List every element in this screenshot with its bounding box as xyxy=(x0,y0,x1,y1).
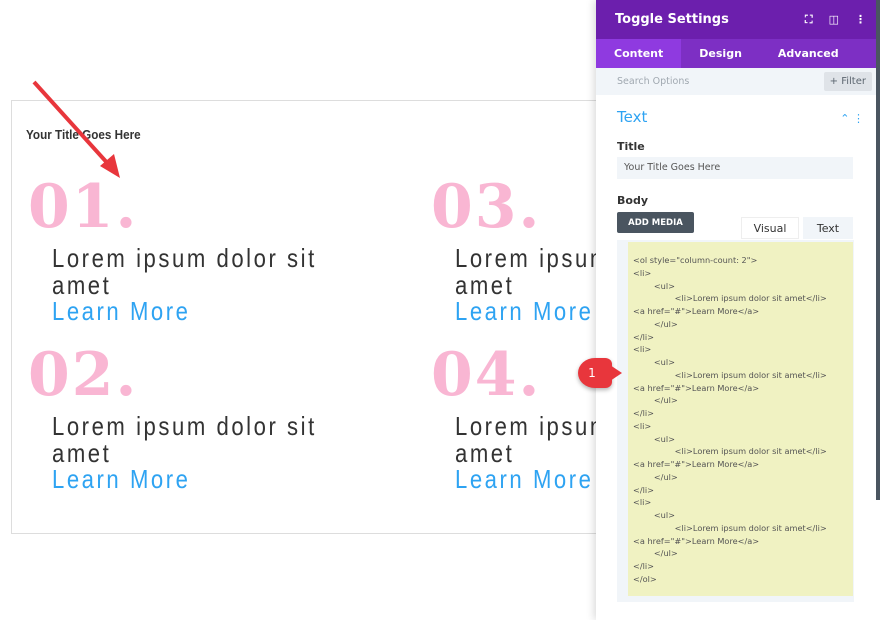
item-text: Lorem ipsum dolor sit amet xyxy=(52,243,317,300)
title-input[interactable]: Your Title Goes Here xyxy=(617,157,853,179)
toggle-module[interactable]: Your Title Goes Here 01. Lorem ipsum dol… xyxy=(11,100,717,534)
split-view-icon[interactable]: ◫ xyxy=(828,12,839,26)
filter-button[interactable]: + Filter xyxy=(823,72,872,91)
settings-panel: Toggle Settings ⛶ ◫ ⋮ Content Design Adv… xyxy=(596,0,880,620)
body-editor[interactable]: <ol style="column-count: 2"> <li> <ul> <… xyxy=(617,240,854,602)
title-label: Title xyxy=(617,140,645,153)
tab-advanced[interactable]: Advanced xyxy=(777,47,839,60)
annotation-arrow-icon xyxy=(32,80,120,178)
item-number: 03. xyxy=(431,172,542,242)
annotation-badge: 1 xyxy=(578,358,622,388)
tab-visual[interactable]: Visual xyxy=(741,217,799,239)
learn-more-link[interactable]: Learn More xyxy=(455,464,594,494)
section-menu-icon[interactable]: ⋮ xyxy=(853,112,864,125)
search-input[interactable]: Search Options xyxy=(617,76,690,87)
learn-more-link[interactable]: Learn More xyxy=(52,296,191,326)
fullscreen-icon[interactable]: ⛶ xyxy=(804,12,813,26)
section-title[interactable]: Text xyxy=(617,108,648,126)
item-number: 01. xyxy=(28,172,139,242)
panel-header: Toggle Settings ⛶ ◫ ⋮ xyxy=(596,0,880,39)
tab-design[interactable]: Design xyxy=(699,47,742,60)
more-options-icon[interactable]: ⋮ xyxy=(855,12,866,26)
panel-tabs: Content Design Advanced xyxy=(596,39,880,68)
list-item: 03. Lorem ipsum dolor sit amet Learn Mor… xyxy=(431,172,791,326)
item-text: Lorem ipsum dolor sit amet xyxy=(52,411,317,468)
item-number: 04. xyxy=(431,340,542,410)
code-textarea[interactable]: <ol style="column-count: 2"> <li> <ul> <… xyxy=(628,242,853,596)
chevron-up-icon[interactable]: ⌃ xyxy=(840,112,850,125)
tab-text[interactable]: Text xyxy=(803,217,853,239)
scrollbar[interactable] xyxy=(876,0,880,500)
tab-content[interactable]: Content xyxy=(596,39,682,68)
body-label: Body xyxy=(617,194,648,207)
learn-more-link[interactable]: Learn More xyxy=(52,464,191,494)
learn-more-link[interactable]: Learn More xyxy=(455,296,594,326)
item-number: 02. xyxy=(28,340,139,410)
list-item: 01. Lorem ipsum dolor sit amet Learn Mor… xyxy=(28,172,388,326)
search-options[interactable]: Search Options + Filter xyxy=(596,68,880,95)
list-item: 02. Lorem ipsum dolor sit amet Learn Mor… xyxy=(28,340,388,494)
panel-title: Toggle Settings xyxy=(615,12,729,27)
add-media-button[interactable]: ADD MEDIA xyxy=(617,212,694,233)
